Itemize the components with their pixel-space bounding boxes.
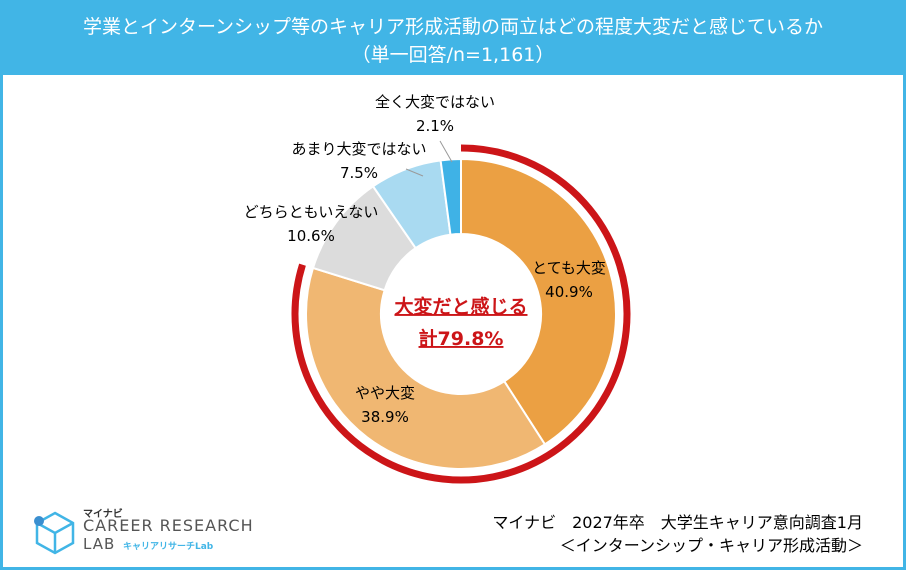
slice-label: どちらともいえない	[244, 203, 379, 221]
donut-slice	[439, 157, 462, 236]
slice-label: とても大変	[532, 259, 606, 277]
leader-line	[439, 140, 453, 163]
logo-brand-lab: LAB	[83, 535, 116, 553]
chart-subtitle: （単一回答/n=1,161）	[351, 44, 555, 66]
highlight-arc	[291, 144, 631, 484]
slice-value-label: 10.6%	[287, 227, 335, 245]
slice-label: あまり大変ではない	[291, 140, 426, 158]
slice-value-label: 38.9%	[361, 408, 409, 426]
donut-slice	[305, 266, 547, 470]
slice-value-label: 2.1%	[416, 117, 454, 135]
logo-brand-top: マイナビ	[83, 509, 123, 520]
source-line-1: マイナビ 2027年卒 大学生キャリア意向調査1月	[492, 513, 863, 532]
slice-value-label: 40.9%	[545, 283, 593, 301]
source-line-2: ＜インターンシップ・キャリア形成活動＞	[559, 536, 863, 555]
chart-header: 学業とインターンシップ等のキャリア形成活動の両立はどの程度大変だと感じているか …	[3, 3, 903, 75]
slice-value-label: 7.5%	[340, 164, 378, 182]
center-label-line2: 計79.8%	[419, 327, 504, 350]
cube-logo-icon	[34, 511, 75, 555]
chart-title: 学業とインターンシップ等のキャリア形成活動の両立はどの程度大変だと感じているか	[82, 16, 824, 38]
logo-brand-sub: キャリアリサーチLab	[123, 542, 214, 552]
donut-slice	[460, 157, 617, 446]
source-note: マイナビ 2027年卒 大学生キャリア意向調査1月 ＜インターンシップ・キャリア…	[443, 511, 863, 557]
donut-chart: とても大変 40.9% やや大変 38.9% どちらともいえない 10.6% あまり大変では…	[244, 93, 631, 484]
leader-line	[405, 168, 424, 177]
slice-label: やや大変	[355, 384, 415, 402]
career-research-lab-logo: マイナビ CAREER RESEARCH LAB キャリアリサーチLab	[31, 503, 271, 559]
center-label-line1: 大変だと感じる	[394, 295, 527, 318]
logo-brand-main: CAREER RESEARCH	[83, 516, 254, 535]
slice-label: 全く大変ではない	[375, 93, 495, 111]
